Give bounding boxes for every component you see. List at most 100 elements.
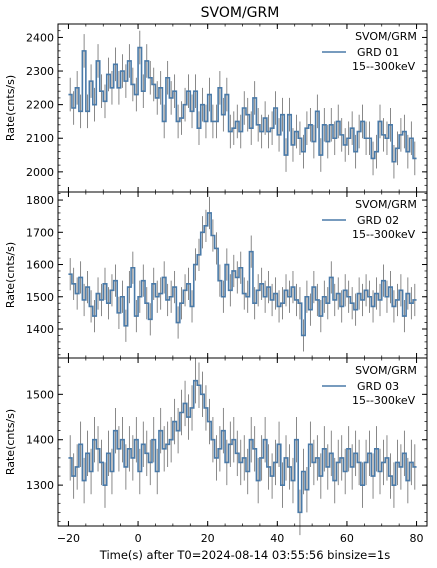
data-point xyxy=(76,292,78,295)
data-point xyxy=(285,289,287,291)
data-point xyxy=(208,420,211,423)
data-point xyxy=(320,154,322,156)
data-point xyxy=(274,107,277,109)
data-point xyxy=(410,137,412,139)
data-point xyxy=(76,466,78,468)
data-point xyxy=(121,70,124,72)
panel-1: 2000 2100 2200 2300 2400 Rate(cnts/s) SVOM/GRM… xyxy=(4,23,428,193)
data-point xyxy=(313,141,315,143)
data-point xyxy=(163,120,165,123)
legend-band: 15--300keV xyxy=(352,228,416,241)
data-point xyxy=(212,120,214,123)
data-point xyxy=(372,305,374,308)
legend-detector: GRD 03 xyxy=(357,380,399,393)
data-point xyxy=(337,292,339,295)
y-tick-label: 1700 xyxy=(26,226,54,239)
data-point xyxy=(288,296,291,298)
data-point xyxy=(348,448,350,450)
x-tick-label: 40 xyxy=(270,532,284,545)
data-point xyxy=(156,470,158,473)
data-point xyxy=(375,151,378,153)
data-point xyxy=(292,479,294,482)
data-point xyxy=(257,289,259,291)
data-point xyxy=(132,457,134,459)
data-point xyxy=(100,461,103,464)
data-point xyxy=(382,280,385,282)
data-point xyxy=(302,334,305,337)
data-point xyxy=(261,283,263,285)
data-point xyxy=(250,251,252,253)
data-point xyxy=(163,448,165,450)
data-point xyxy=(212,439,214,441)
data-point xyxy=(264,439,266,441)
data-point xyxy=(226,93,228,96)
data-point xyxy=(160,430,162,432)
data-point xyxy=(278,134,280,136)
data-point xyxy=(160,87,162,89)
data-point xyxy=(389,124,392,126)
data-point xyxy=(299,137,301,139)
data-point xyxy=(323,296,325,298)
data-point xyxy=(250,439,252,441)
data-point xyxy=(149,461,151,464)
data-point xyxy=(361,120,364,123)
data-point xyxy=(375,292,378,295)
data-point xyxy=(403,452,405,454)
data-point xyxy=(330,276,332,279)
data-point xyxy=(400,134,402,136)
data-point xyxy=(208,93,211,96)
data-point xyxy=(201,393,204,395)
data-point xyxy=(247,114,249,116)
data-point xyxy=(86,110,89,112)
legend-instrument: SVOM/GRM xyxy=(355,364,417,377)
data-point xyxy=(400,289,402,291)
data-point xyxy=(76,87,78,89)
figure-title: SVOM/GRM xyxy=(201,5,280,21)
data-point xyxy=(330,124,332,126)
data-point xyxy=(236,276,238,279)
data-point xyxy=(118,448,120,450)
data-point xyxy=(180,117,183,119)
data-point xyxy=(111,470,113,473)
data-point xyxy=(240,130,242,133)
data-point xyxy=(236,120,238,123)
data-point xyxy=(306,127,308,129)
y-tick-label: 2000 xyxy=(26,166,54,179)
data-point xyxy=(201,231,204,233)
y-axis-label: Rate(cnts/s) xyxy=(4,409,17,475)
data-point xyxy=(93,104,96,106)
data-point xyxy=(205,407,207,409)
data-point xyxy=(107,452,110,454)
data-point xyxy=(396,147,399,149)
data-point xyxy=(254,448,256,450)
data-point xyxy=(118,312,120,314)
legend-detector: GRD 01 xyxy=(357,46,399,59)
data-point xyxy=(306,296,308,298)
data-point xyxy=(215,247,217,250)
data-point xyxy=(403,315,405,317)
data-point xyxy=(128,286,130,288)
data-point xyxy=(142,280,144,282)
y-tick-label: 1800 xyxy=(26,194,54,207)
data-point xyxy=(337,120,339,123)
data-point xyxy=(299,302,301,304)
data-point xyxy=(334,137,336,139)
data-point xyxy=(90,305,92,308)
data-point xyxy=(250,127,252,129)
data-point xyxy=(368,452,371,454)
data-point xyxy=(375,448,378,450)
data-point xyxy=(365,289,367,291)
data-point xyxy=(379,470,381,473)
y-tick-label: 2400 xyxy=(26,31,54,44)
data-point xyxy=(274,292,277,295)
y-tick-label: 1400 xyxy=(26,323,54,336)
y-tick-label: 2200 xyxy=(26,99,54,112)
data-point xyxy=(410,461,412,464)
data-point xyxy=(292,286,294,288)
data-point xyxy=(400,466,402,468)
data-point xyxy=(107,73,110,75)
data-point xyxy=(222,114,224,116)
data-point xyxy=(187,90,190,92)
data-point xyxy=(233,270,235,272)
